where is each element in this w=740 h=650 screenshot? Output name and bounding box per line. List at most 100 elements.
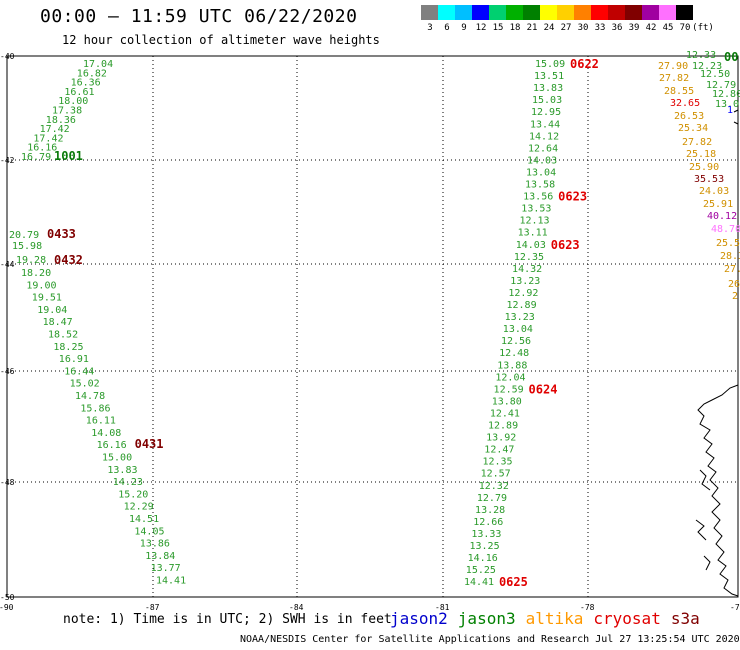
swh-value: 12.41: [490, 408, 520, 419]
swh-value: 26.53: [674, 111, 704, 122]
map-title: 00:00 – 11:59 UTC 06/22/2020: [40, 6, 358, 27]
swh-value: 48.70: [711, 224, 740, 235]
lon-label: -90: [0, 603, 14, 612]
legend-label: 18: [509, 23, 521, 33]
swh-value: 14.32: [512, 264, 542, 275]
swh-value: 16.16: [97, 440, 127, 451]
swh-value: 13.11: [518, 228, 548, 239]
track-time-label: 0433: [47, 227, 76, 241]
coastline-islands: [695, 469, 711, 571]
swh-value: 13.23: [510, 276, 540, 287]
lat-label: -48: [0, 478, 15, 487]
swh-value: 13.04: [503, 324, 533, 335]
swh-value: 16.44: [64, 366, 94, 377]
swh-value: 13.88: [497, 360, 527, 371]
swh-value: 28.55: [664, 86, 694, 97]
legend-label: 6: [444, 23, 450, 33]
swh-value: 15.86: [80, 403, 110, 414]
lat-label: -46: [0, 367, 15, 376]
track-time-label: 00: [724, 50, 738, 64]
legend-label: 70: [679, 23, 691, 33]
legend-swatch: [557, 5, 574, 20]
swh-value: 25.91: [703, 199, 733, 210]
swh-value: 18.25: [53, 342, 83, 353]
swh-value: 13.83: [107, 465, 137, 476]
legend-swatch: [574, 5, 591, 20]
legend-swatch: [438, 5, 455, 20]
swh-value: 19.04: [37, 305, 67, 316]
swh-value: 13.92: [486, 433, 516, 444]
swh-value: 14.78: [75, 391, 105, 402]
swh-value: 35.53: [694, 174, 724, 185]
swh-value: 13.84: [145, 551, 175, 562]
swh-value: 2: [732, 291, 738, 302]
legend-label: 36: [611, 23, 623, 33]
legend-swatch: [676, 5, 693, 20]
track-time-label: 0624: [529, 382, 558, 396]
swh-value: 12.47: [484, 445, 514, 456]
swh-value: 12.13: [519, 216, 549, 227]
swh-value: 12.57: [481, 469, 511, 480]
swh-value: 12.66: [473, 517, 503, 528]
legend-swatch: [642, 5, 659, 20]
swh-value: 12.92: [508, 288, 538, 299]
swh-value: 16.79: [21, 152, 51, 163]
swh-value: 13.53: [521, 204, 551, 215]
swh-value: 13.83: [533, 83, 563, 94]
swh-value: 13.56: [523, 192, 553, 203]
swh-value: 16.82: [77, 68, 107, 79]
swh-value: 12.35: [482, 457, 512, 468]
legend-swatch: [421, 5, 438, 20]
swh-value: 12.80: [712, 89, 740, 100]
legend-swatch: [523, 5, 540, 20]
track-time-label: 0622: [570, 57, 599, 71]
swh-value: 14.41: [464, 577, 494, 588]
swh-value: 13.44: [530, 119, 560, 130]
swh-value: 13.25: [470, 541, 500, 552]
legend-swatch: [506, 5, 523, 20]
swh-value: 12.64: [528, 143, 558, 154]
satellite-s3a: s3a: [670, 609, 700, 628]
swh-value: 1: [727, 105, 733, 116]
legend-label: 45: [662, 23, 674, 33]
swh-value: 12.29: [124, 502, 154, 513]
swh-value: 12.32: [479, 481, 509, 492]
swh-value: 13.23: [505, 312, 535, 323]
swh-value: 12.33: [686, 50, 716, 61]
lat-label: -40: [0, 52, 15, 61]
track-time-label: 0625: [499, 575, 528, 589]
swh-value: 14.51: [129, 514, 159, 525]
swh-value: 16.61: [64, 87, 94, 98]
legend-swatch: [472, 5, 489, 20]
swh-value: 19.51: [32, 293, 62, 304]
legend-swatch: [659, 5, 676, 20]
swh-value: 14.05: [134, 526, 164, 537]
swh-value: 12.89: [507, 300, 537, 311]
satellite-key: jason2 jason3 altika cryosat s3a: [390, 609, 710, 628]
swh-value: 32.65: [670, 98, 700, 109]
swh-value: 13.80: [492, 396, 522, 407]
swh-value: 18.20: [21, 268, 51, 279]
legend-label: 9: [461, 23, 467, 33]
swh-value: 13.77: [151, 563, 181, 574]
swh-value: 17.38: [52, 106, 82, 117]
satellite-cryosat: cryosat: [593, 609, 661, 628]
swh-value: 13.04: [526, 167, 556, 178]
legend-unit: (ft): [692, 23, 714, 33]
swh-value: 25.90: [689, 162, 719, 173]
swh-value: 12.79: [477, 493, 507, 504]
swh-value: 15.20: [118, 489, 148, 500]
swh-value: 15.25: [466, 565, 496, 576]
swh-value: 40.12: [707, 211, 737, 222]
legend-swatch: [608, 5, 625, 20]
swh-value: 14.03: [516, 240, 546, 251]
footer-note: note: 1) Time is in UTC; 2) SWH is in fe…: [63, 612, 392, 627]
legend-label: 30: [577, 23, 589, 33]
swh-value: 13.86: [140, 539, 170, 550]
track-time-label: 0623: [551, 238, 580, 252]
swh-value: 17.42: [33, 133, 63, 144]
track-time-label: 1001: [54, 149, 83, 163]
swh-value: 12.59: [494, 384, 524, 395]
swh-value: 24.03: [699, 186, 729, 197]
satellite-jason2: jason2: [390, 609, 448, 628]
